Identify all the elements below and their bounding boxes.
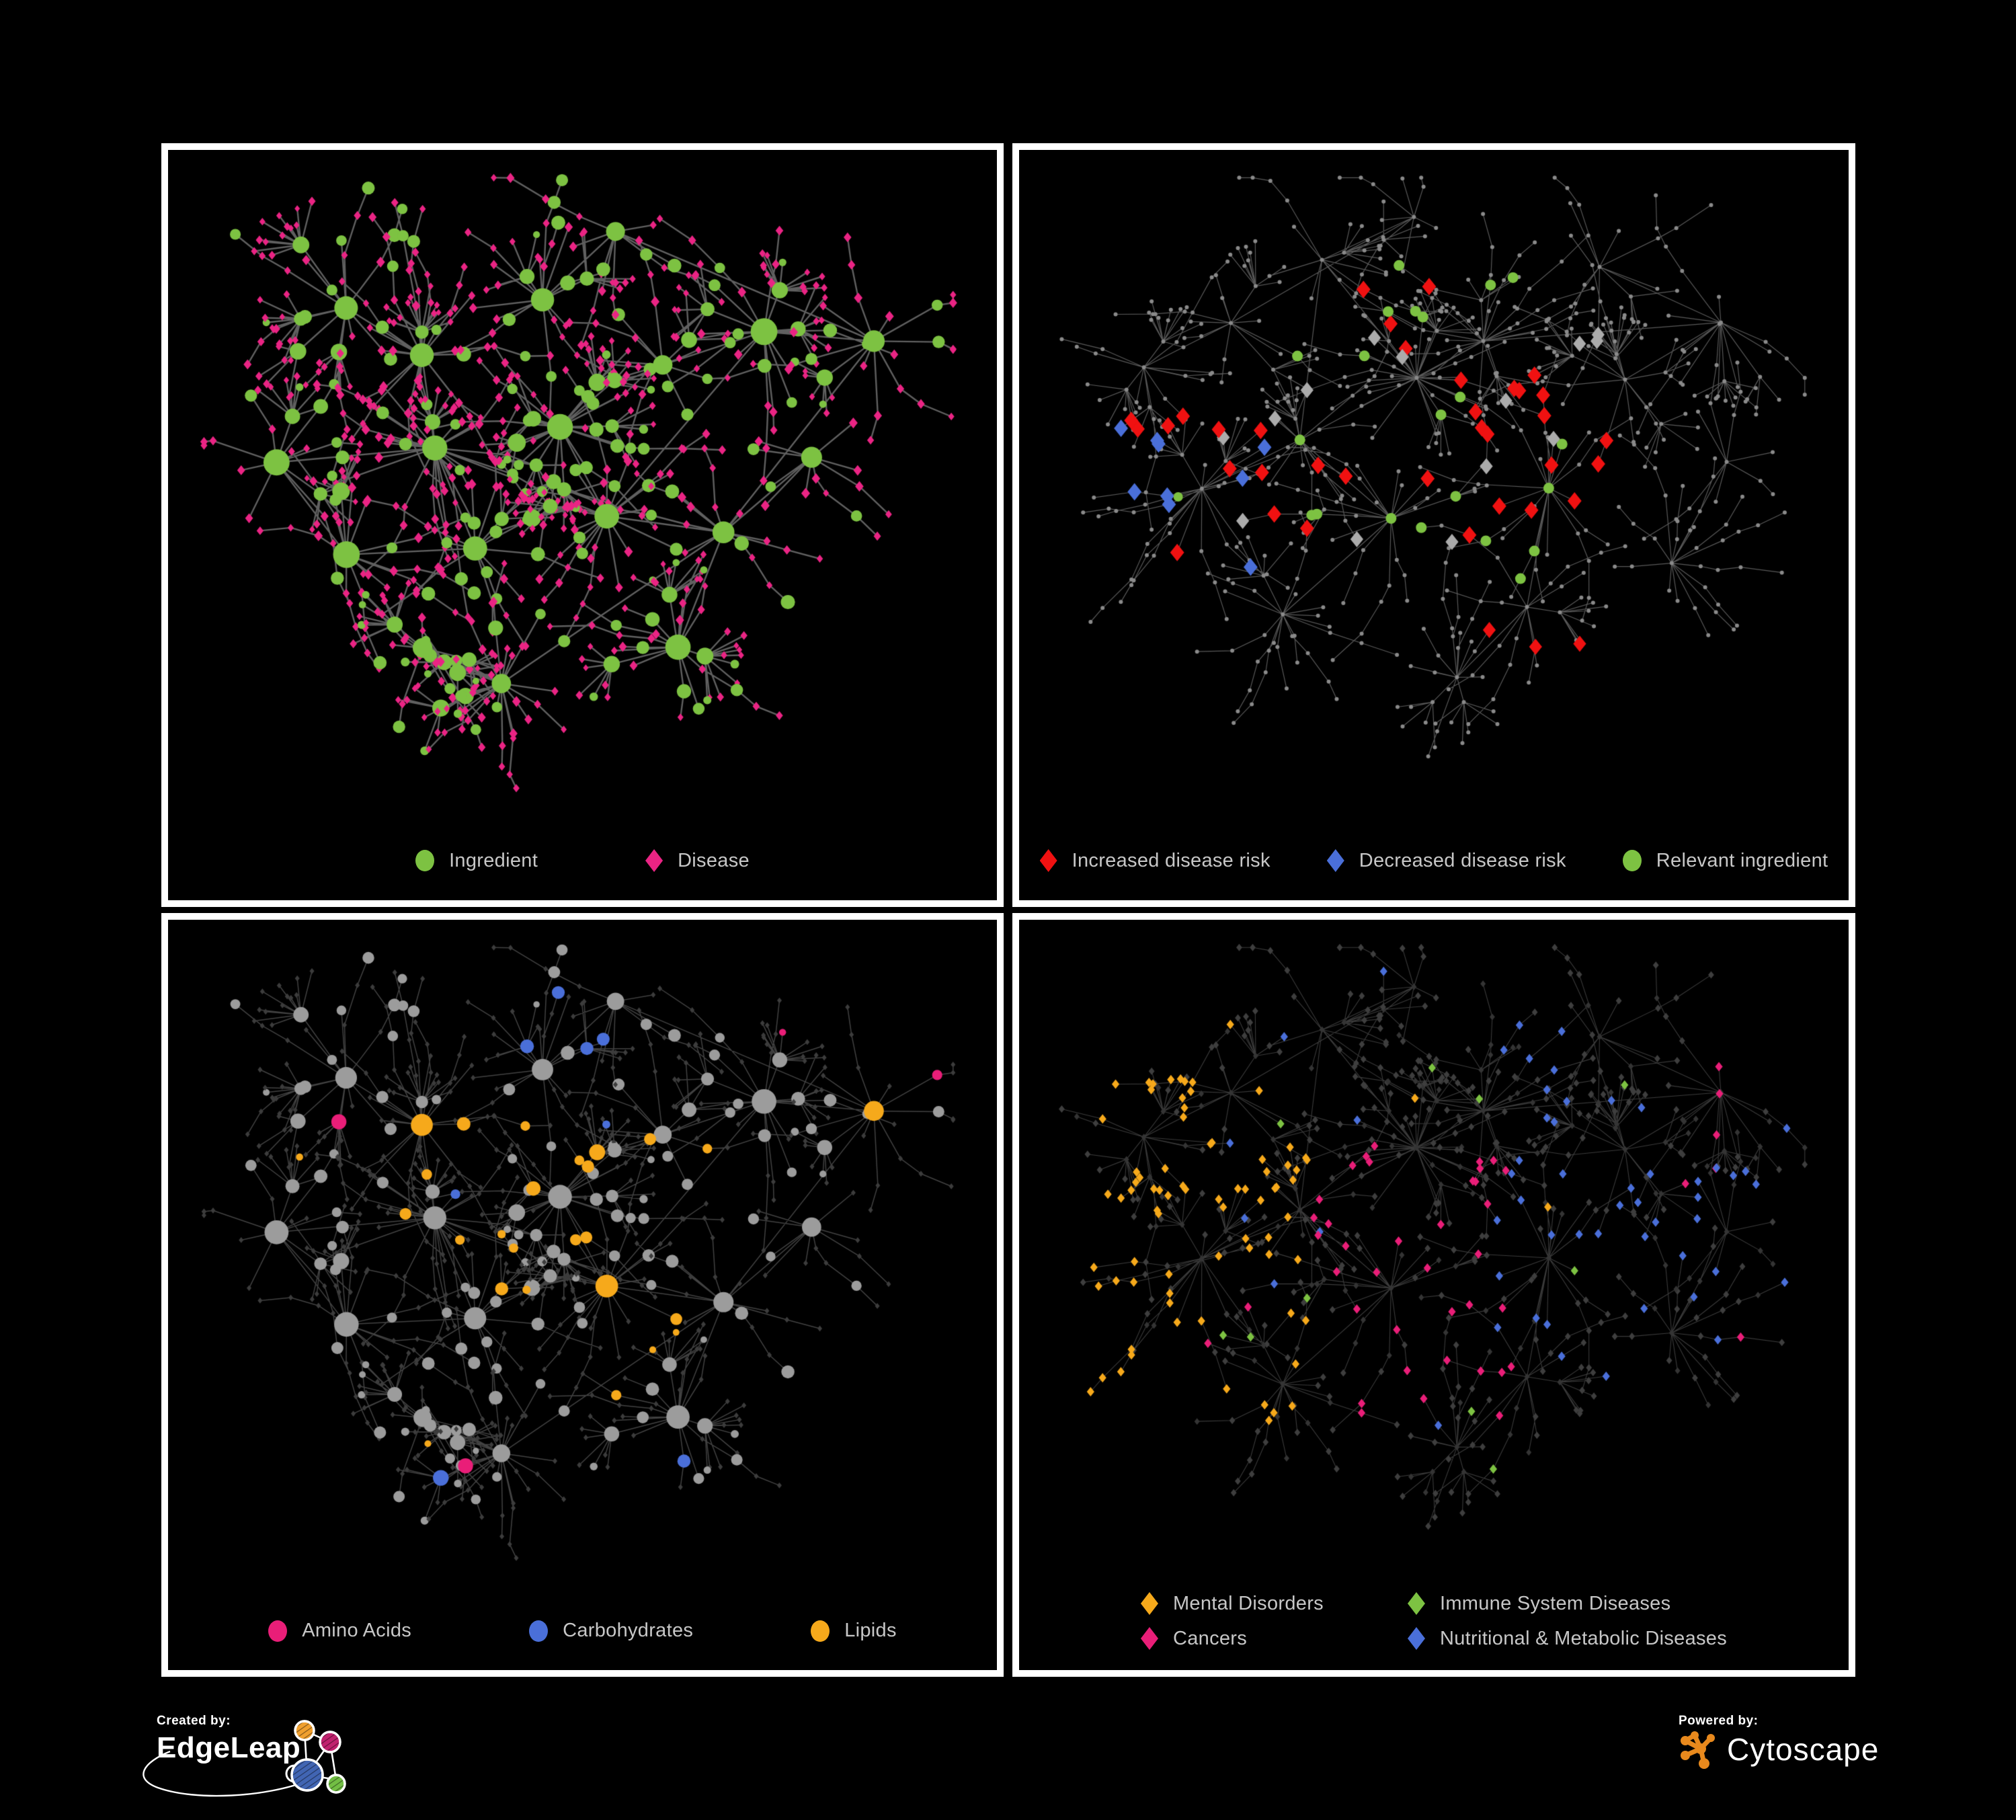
legend-item: Relevant ingredient: [1622, 849, 1828, 872]
legend-label: Cancers: [1172, 1627, 1248, 1649]
legend-disease-categories: Mental Disorders Immune System Diseases Ca…: [1019, 1592, 1849, 1650]
legend-item: Mental Disorders: [1140, 1592, 1324, 1615]
nutrient-class-network-canvas: [168, 920, 997, 1670]
legend-label: Increased disease risk: [1072, 849, 1271, 871]
circle-swatch-icon: [811, 1620, 830, 1642]
panel-disease-categories: Mental Disorders Immune System Diseases Ca…: [1012, 913, 1855, 1677]
diamond-swatch-icon: [645, 849, 663, 872]
created-by-label: Created by:: [157, 1714, 231, 1728]
legend-ingredient-disease: Ingredient Disease: [168, 849, 997, 872]
legend-item: Immune System Diseases: [1407, 1592, 1671, 1615]
diamond-swatch-icon: [1140, 1627, 1158, 1650]
legend-item: Lipids: [811, 1620, 897, 1642]
circle-swatch-icon: [1622, 850, 1642, 871]
cytoscape-logo-icon: [1681, 1731, 1715, 1769]
diamond-swatch-icon: [1407, 1592, 1425, 1615]
legend-label: Relevant ingredient: [1656, 849, 1828, 871]
legend-label: Mental Disorders: [1172, 1592, 1324, 1614]
powered-by-label: Powered by:: [1679, 1714, 1759, 1728]
legend-item: Decreased disease risk: [1326, 849, 1566, 872]
cytoscape-wordmark: Cytoscape: [1727, 1732, 1880, 1767]
diamond-swatch-icon: [1039, 849, 1057, 872]
edgeleap-logo-icon: [143, 1720, 346, 1797]
legend-label: Carbohydrates: [563, 1620, 694, 1641]
legend-item: Increased disease risk: [1039, 849, 1271, 872]
circle-swatch-icon: [268, 1620, 288, 1642]
circle-swatch-icon: [529, 1620, 549, 1642]
diamond-swatch-icon: [1407, 1627, 1425, 1650]
ingredient-disease-network-canvas: [168, 150, 997, 900]
legend-nutrient-classes: Amino Acids Carbohydrates Lipids: [168, 1620, 997, 1642]
edgeleap-wordmark: EdgeLeap: [157, 1731, 301, 1764]
legend-label: Nutritional & Metabolic Diseases: [1439, 1627, 1728, 1649]
disease-category-network-canvas: [1019, 920, 1849, 1670]
legend-disease-risk: Increased disease risk Decreased disease …: [1019, 849, 1849, 872]
created-by-credit: Created by: EdgeLeap: [143, 1714, 479, 1815]
legend-item: Amino Acids: [268, 1620, 411, 1642]
legend-label: Immune System Diseases: [1439, 1592, 1671, 1614]
disease-risk-network-canvas: [1019, 150, 1849, 900]
legend-label: Lipids: [844, 1620, 897, 1641]
diamond-swatch-icon: [1140, 1592, 1158, 1615]
powered-by-credit: Powered by:: [1679, 1714, 1961, 1808]
legend-item: Carbohydrates: [529, 1620, 693, 1642]
legend-item: Nutritional & Metabolic Diseases: [1407, 1627, 1728, 1650]
panel-nutrient-classes: Amino Acids Carbohydrates Lipids: [161, 913, 1004, 1677]
legend-label: Ingredient: [449, 849, 538, 871]
legend-item: Cancers: [1140, 1627, 1248, 1650]
legend-label: Amino Acids: [302, 1620, 412, 1641]
panel-ingredient-disease: Ingredient Disease: [161, 143, 1004, 907]
legend-label: Disease: [678, 849, 750, 871]
panel-disease-risk: Increased disease risk Decreased disease …: [1012, 143, 1855, 907]
legend-item: Disease: [645, 849, 750, 872]
legend-item: Ingredient: [415, 850, 538, 872]
circle-swatch-icon: [415, 850, 435, 871]
diamond-swatch-icon: [1326, 849, 1344, 872]
legend-label: Decreased disease risk: [1359, 849, 1566, 871]
